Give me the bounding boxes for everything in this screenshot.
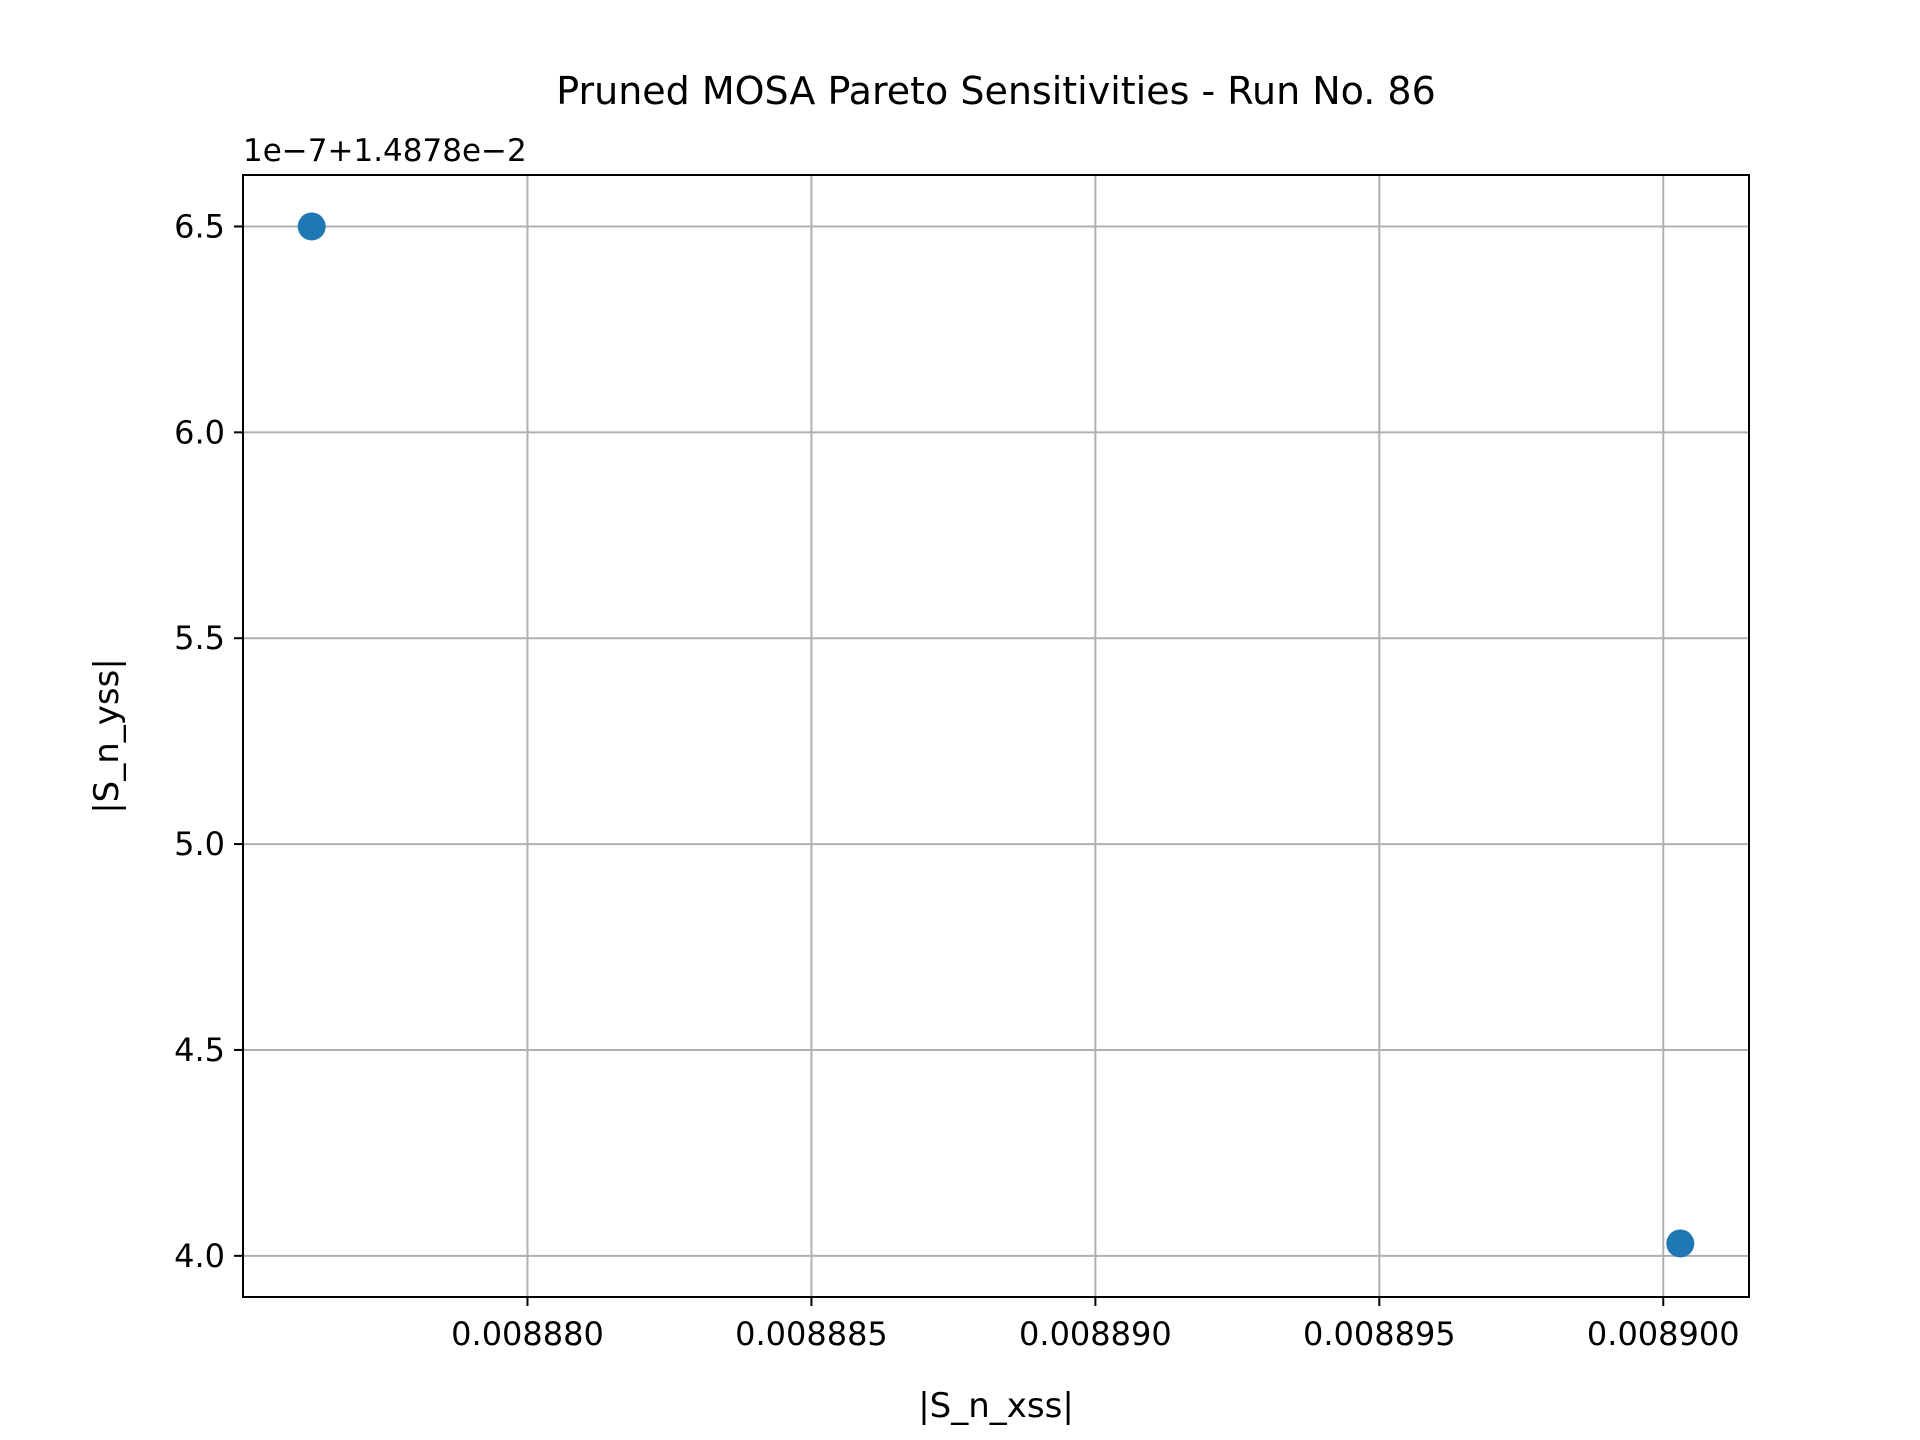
y-tick-label: 6.5 — [174, 207, 225, 245]
x-tick-label: 0.008895 — [1303, 1315, 1456, 1353]
x-tick-label: 0.008900 — [1587, 1315, 1740, 1353]
scatter-point — [297, 212, 326, 241]
y-tick-label: 4.0 — [174, 1237, 225, 1275]
plot-frame — [242, 174, 1750, 1298]
scatter-point — [1666, 1229, 1695, 1258]
y-tick-label: 5.0 — [174, 825, 225, 863]
chart-title: Pruned MOSA Pareto Sensitivities - Run N… — [556, 69, 1436, 113]
grid — [243, 175, 1749, 1297]
x-tick-label: 0.008885 — [735, 1315, 888, 1353]
x-axis-label: |S_n_xss| — [918, 1386, 1074, 1426]
y-tick-label: 6.0 — [174, 413, 225, 451]
y-axis-label: |S_n_yss| — [87, 658, 127, 814]
x-tick-label: 0.008880 — [451, 1315, 604, 1353]
y-tick-label: 4.5 — [174, 1031, 225, 1069]
y-tick-label: 5.5 — [174, 619, 225, 657]
x-tick-label: 0.008890 — [1019, 1315, 1172, 1353]
y-offset-label: 1e−7+1.4878e−2 — [243, 133, 527, 169]
data-points — [297, 212, 1695, 1258]
axis-ticks: 0.008880 0.008885 0.008890 0.008895 0.008900… — [174, 207, 1739, 1353]
